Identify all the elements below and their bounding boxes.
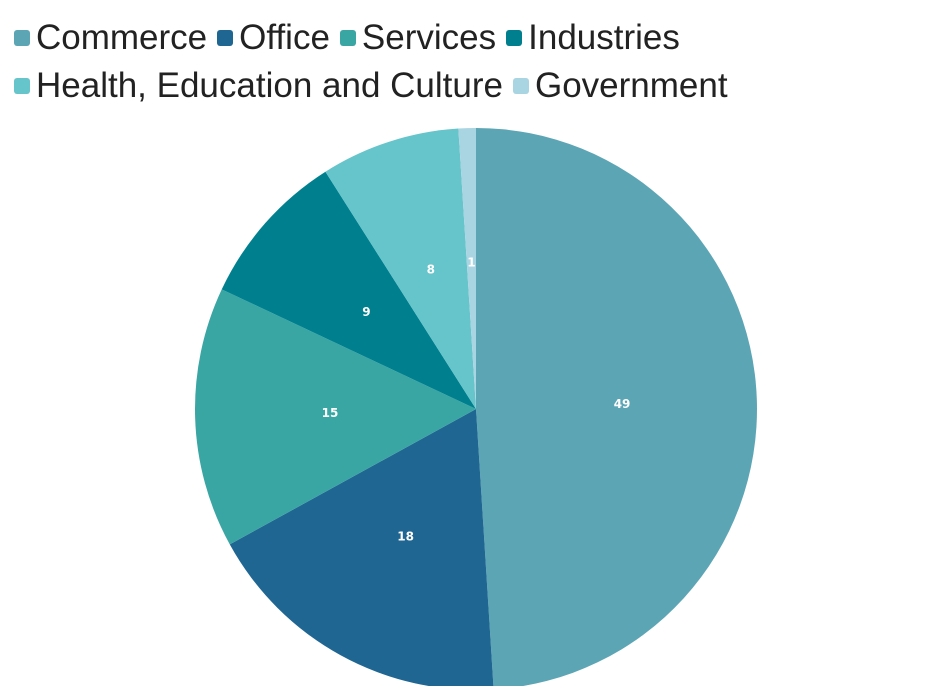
pie-label-commerce: 49 bbox=[614, 397, 631, 411]
pie-label-services: 15 bbox=[322, 406, 339, 420]
pie-label-government: 1 bbox=[467, 255, 475, 269]
pie-slice-industries bbox=[221, 171, 476, 409]
legend-label-industries: Industries bbox=[528, 18, 680, 57]
legend-item-health-education-culture: Health, Education and Culture bbox=[14, 62, 503, 110]
legend-item-industries: Industries bbox=[506, 14, 680, 62]
legend-item-commerce: Commerce bbox=[14, 14, 207, 62]
pie-label-office: 18 bbox=[397, 530, 414, 544]
legend-swatch-services bbox=[339, 30, 356, 46]
chart-legend: Commerce Office Services Industries Heal… bbox=[14, 14, 934, 110]
legend-swatch-office bbox=[217, 30, 234, 46]
legend-label-health-education-culture: Health, Education and Culture bbox=[36, 66, 503, 105]
legend-label-services: Services bbox=[361, 18, 497, 57]
legend-item-office: Office bbox=[217, 14, 330, 62]
legend-item-government: Government bbox=[512, 62, 728, 110]
pie-slice-government bbox=[458, 128, 476, 409]
pie-slice-office bbox=[229, 409, 494, 686]
pie-slice-commerce bbox=[476, 128, 757, 686]
legend-row-2: Health, Education and Culture Government bbox=[14, 62, 934, 110]
legend-swatch-commerce bbox=[14, 30, 30, 46]
pie-label-health-education-culture: 8 bbox=[427, 263, 435, 277]
legend-swatch-industries bbox=[506, 30, 523, 46]
pie-slice-health-education-culture bbox=[325, 128, 476, 409]
legend-label-government: Government bbox=[534, 66, 728, 105]
legend-label-office: Office bbox=[239, 18, 330, 57]
legend-row-1: Commerce Office Services Industries bbox=[14, 14, 934, 62]
legend-item-services: Services bbox=[339, 14, 497, 62]
legend-swatch-health-education-culture bbox=[14, 78, 30, 94]
pie-slice-services bbox=[195, 289, 476, 545]
legend-label-commerce: Commerce bbox=[36, 18, 208, 57]
pie-label-industries: 9 bbox=[362, 305, 370, 319]
legend-swatch-government bbox=[512, 78, 529, 94]
